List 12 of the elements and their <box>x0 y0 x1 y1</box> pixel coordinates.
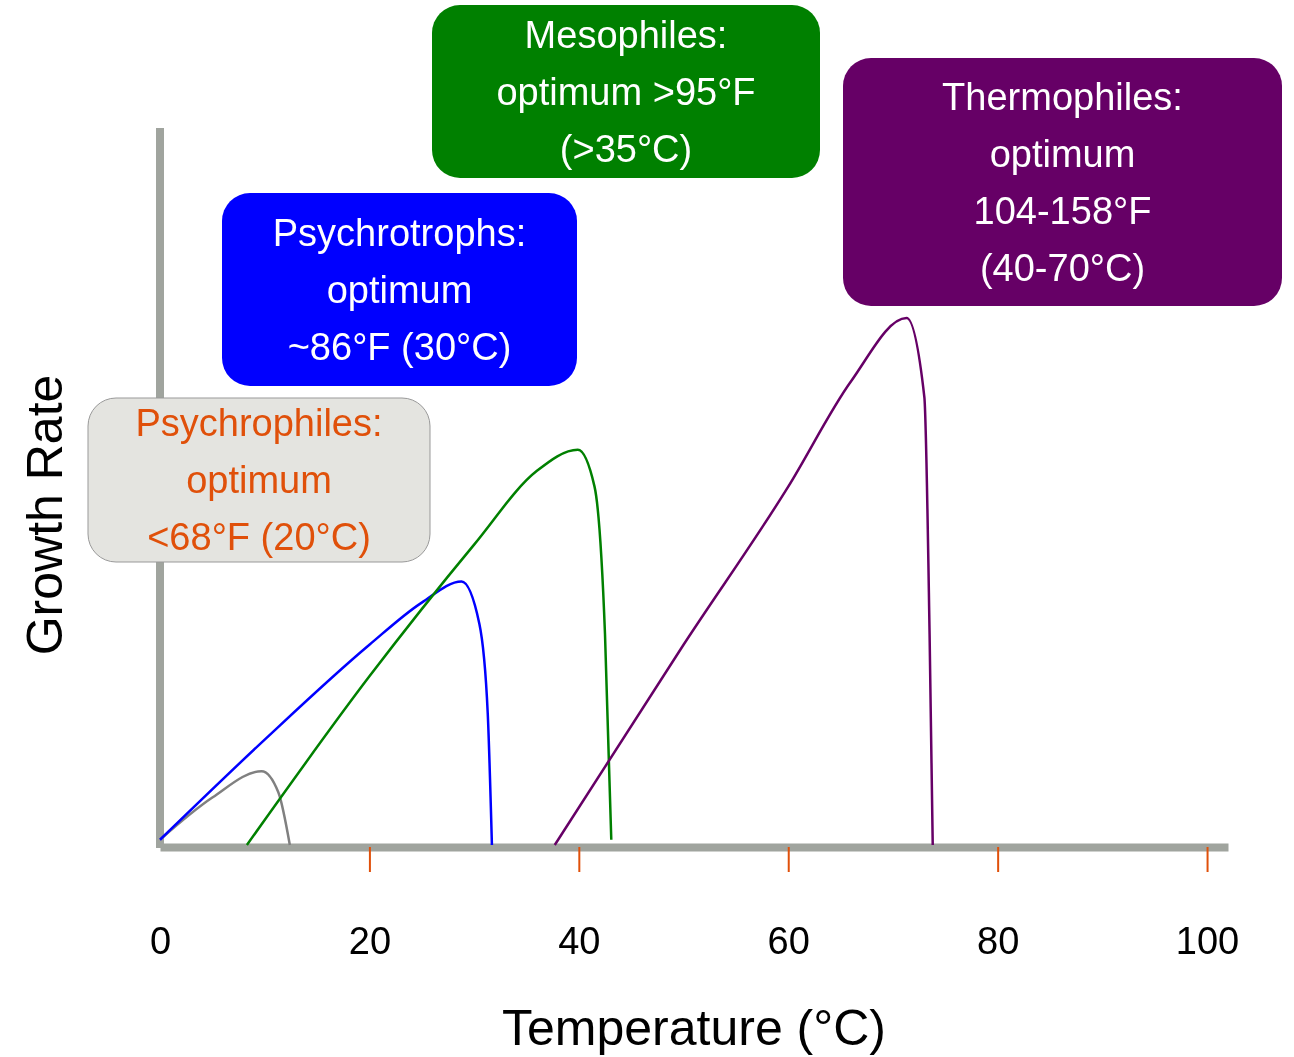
x-tick-label: 0 <box>149 919 172 962</box>
annotation: Psychrophiles: optimum <68°F (20°C) <box>135 402 383 558</box>
x-axis-title: Temperature (°C) <box>502 1000 886 1056</box>
y-axis-title: Growth Rate <box>17 374 73 656</box>
annotation: Psychrotrophs: optimum ~86°F (30°C) <box>272 211 527 368</box>
x-tick-label: 40 <box>558 919 601 962</box>
x-tick-label: 100 <box>1175 919 1240 962</box>
x-tick-label: 20 <box>348 919 392 962</box>
x-tick-label: 60 <box>767 919 810 962</box>
text: Thermophiles: optimum 104-158°F (40-70°C) <box>942 75 1183 289</box>
x-tick-label: 80 <box>977 919 1020 962</box>
text: Mesophiles: optimum >95°F (>35°C) <box>496 13 756 170</box>
